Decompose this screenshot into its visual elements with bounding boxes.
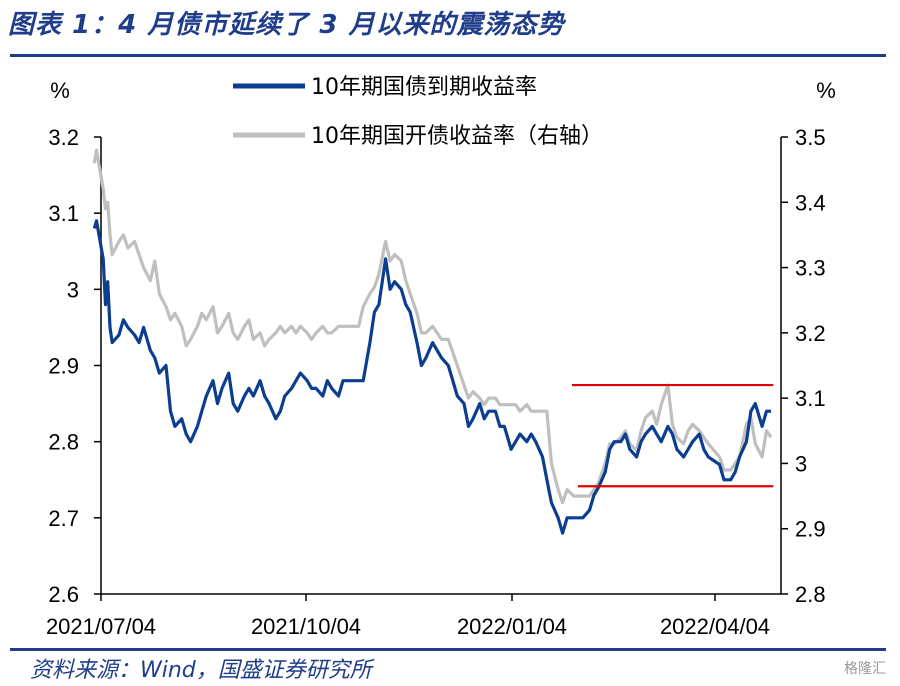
source-note: 资料来源：Wind，国盛证券研究所 <box>30 658 372 683</box>
left-axis-unit: % <box>50 78 70 103</box>
right-tick-label: 2.8 <box>795 582 826 607</box>
chart-title: 图表 1：4 月债市延续了 3 月以来的震荡态势 <box>8 10 565 40</box>
header-rule <box>10 54 886 57</box>
reference-lines <box>572 383 774 488</box>
series-line-treasury <box>92 219 771 535</box>
left-tick-label: 2.9 <box>48 354 79 379</box>
x-tick-label: 2021/10/04 <box>251 614 361 639</box>
right-tick-label: 3.4 <box>795 190 826 215</box>
x-tick-label: 2021/07/04 <box>46 614 156 639</box>
left-tick-label: 3 <box>67 277 79 302</box>
chart-tick-labels: 3.2 3.1 3 2.9 2.8 2.7 2.6% 3.5 3.4 3.3 3.2 3.1 3 2.9 2… <box>46 78 836 639</box>
right-axis-unit: % <box>816 78 836 103</box>
footer-rule <box>10 648 886 651</box>
left-tick-label: 2.7 <box>48 506 79 531</box>
x-tick-label: 2022/01/04 <box>457 614 567 639</box>
chart-series <box>92 148 773 535</box>
legend-label-cdb: 10年期国开债收益率（右轴） <box>311 124 603 149</box>
left-tick-label: 2.8 <box>48 430 79 455</box>
chart-axes <box>94 136 788 601</box>
legend-label-treasury: 10年期国债到期收益率 <box>311 75 537 100</box>
left-tick-label: 3.1 <box>48 201 79 226</box>
right-tick-label: 3 <box>795 451 807 476</box>
x-tick-label: 2022/04/04 <box>660 614 770 639</box>
right-tick-label: 3.5 <box>795 125 826 150</box>
left-tick-label: 3.2 <box>48 125 79 150</box>
right-tick-label: 3.2 <box>795 321 826 346</box>
series-line-cdb <box>92 148 773 505</box>
watermark-label: 格隆汇 <box>844 661 886 677</box>
right-tick-label: 3.1 <box>795 386 826 411</box>
right-tick-label: 3.3 <box>795 256 826 281</box>
chart-legend: 10年期国债到期收益率 10年期国开债收益率（右轴） <box>233 75 603 149</box>
left-tick-label: 2.6 <box>48 582 79 607</box>
right-tick-label: 2.9 <box>795 517 826 542</box>
